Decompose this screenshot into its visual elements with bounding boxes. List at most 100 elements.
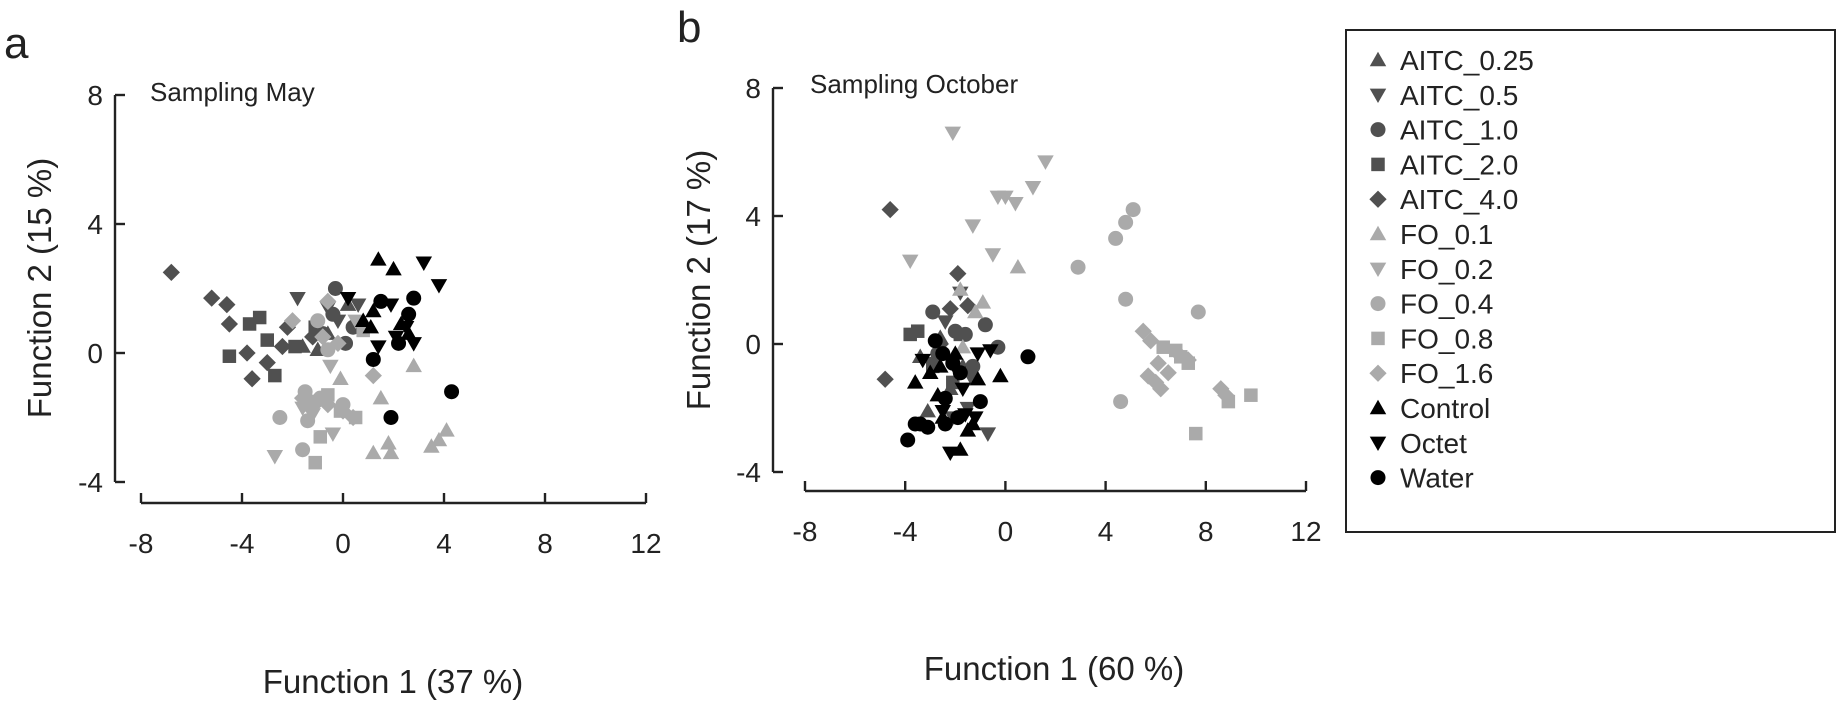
legend-item-fo-1-6: FO_1.6	[1369, 358, 1493, 389]
point-fo-0-4	[300, 413, 316, 429]
point-octet	[339, 291, 357, 307]
legend-item-water: Water	[1370, 463, 1474, 494]
point-water	[952, 365, 968, 381]
series-fo-1-6	[283, 292, 382, 427]
legend-marker-fo-0-1	[1369, 225, 1387, 241]
point-fo-0-2	[901, 254, 919, 270]
point-aitc-1-0	[327, 281, 343, 296]
point-octet	[954, 382, 972, 398]
point-fo-0-1	[438, 422, 455, 437]
point-fo-0-1	[372, 389, 390, 405]
legend-marker-aitc-0-5	[1369, 88, 1387, 104]
point-fo-0-4	[1113, 394, 1129, 410]
point-fo-1-6	[314, 328, 332, 346]
point-aitc-0-5	[349, 298, 367, 313]
y-tick-label: -4	[736, 457, 761, 488]
point-octet	[430, 279, 448, 294]
point-control	[354, 312, 372, 327]
point-aitc-1-0	[925, 304, 941, 320]
panel-b-y-ticks: -4 0 4 8	[736, 73, 783, 488]
point-water	[401, 306, 417, 322]
legend-item-aitc-4-0: AITC_4.0	[1369, 184, 1518, 215]
legend-marker-water	[1370, 470, 1386, 486]
legend-item-control: Control	[1369, 393, 1490, 424]
point-fo-0-2	[347, 314, 364, 329]
point-fo-0-1	[1009, 258, 1027, 274]
panel-b-x-label: Function 1 (60 %)	[924, 650, 1184, 687]
series-fo-0-1	[332, 357, 455, 460]
panel-b-title: Sampling October	[810, 69, 1018, 99]
panel-b-y-label: Function 2 (17 %)	[680, 150, 717, 410]
legend-label: Control	[1400, 393, 1490, 424]
series-water	[900, 333, 1036, 448]
legend-label: FO_0.1	[1400, 219, 1493, 250]
point-aitc-1-0	[325, 306, 341, 322]
point-fo-0-4	[1125, 202, 1141, 218]
point-aitc-2-0	[953, 327, 968, 342]
y-tick-label: 4	[87, 209, 103, 240]
x-tick-label: -4	[230, 528, 255, 559]
point-octet	[370, 340, 387, 355]
legend-item-fo-0-2: FO_0.2	[1369, 254, 1493, 285]
point-aitc-0-25	[919, 402, 936, 418]
series-fo-1-6	[1134, 322, 1235, 404]
panel-a-x-label: Function 1 (37 %)	[263, 663, 523, 700]
point-fo-0-4	[320, 342, 336, 358]
point-fo-0-2	[322, 359, 339, 375]
series-aitc-1-0	[315, 281, 361, 351]
point-water	[383, 410, 399, 425]
point-fo-0-8	[1156, 340, 1170, 354]
point-octet	[415, 256, 433, 271]
legend-label: AITC_2.0	[1400, 149, 1518, 180]
point-fo-1-6	[329, 334, 347, 352]
point-aitc-2-0	[268, 368, 282, 383]
point-fo-0-2	[944, 126, 962, 142]
point-fo-0-4	[1118, 214, 1134, 230]
point-fo-0-1	[380, 435, 397, 450]
series-water	[365, 290, 460, 425]
point-water	[1020, 349, 1036, 365]
legend-marker-fo-0-8	[1371, 331, 1385, 346]
point-control	[959, 422, 977, 437]
legend-marker-octet	[1369, 436, 1387, 452]
x-tick-label: 8	[537, 528, 553, 559]
legend-label: FO_0.4	[1400, 289, 1493, 320]
point-fo-0-4	[310, 313, 326, 329]
y-tick-label: -4	[78, 467, 103, 498]
legend-item-aitc-0-5: AITC_0.5	[1369, 80, 1518, 111]
point-aitc-4-0	[238, 344, 256, 362]
point-aitc-4-0	[304, 328, 322, 346]
point-aitc-0-5	[289, 291, 306, 307]
x-tick-label: 4	[1098, 516, 1114, 547]
point-fo-1-6	[1179, 351, 1197, 369]
point-aitc-4-0	[941, 300, 959, 318]
point-aitc-0-5	[979, 427, 997, 442]
point-fo-0-1	[382, 444, 400, 460]
point-aitc-4-0	[243, 370, 261, 388]
y-tick-label: 8	[745, 73, 761, 104]
y-tick-label: 4	[745, 201, 761, 232]
point-fo-0-1	[974, 294, 992, 309]
point-fo-0-1	[952, 281, 969, 296]
point-fo-0-2	[964, 219, 982, 234]
point-aitc-4-0	[203, 289, 221, 307]
point-fo-0-4	[272, 410, 288, 425]
series-fo-0-4	[1070, 202, 1206, 410]
panel-a-x-ticks: -8 -4 0 4 8 12	[129, 493, 662, 559]
series-aitc-4-0	[162, 263, 322, 388]
point-aitc-1-0	[965, 358, 981, 374]
point-aitc-4-0	[273, 337, 292, 356]
legend-marker-fo-0-2	[1369, 262, 1387, 278]
legend-marker-aitc-2-0	[1371, 157, 1385, 172]
point-fo-0-8	[321, 388, 335, 402]
point-water	[935, 346, 951, 362]
point-fo-0-1	[332, 370, 349, 385]
point-fo-0-4	[1070, 259, 1086, 275]
point-aitc-1-0	[977, 317, 993, 333]
point-fo-0-4	[1190, 304, 1206, 320]
panel-b-chart: b Sampling October -8 -4 0 4 8 12 -4 0 4 8 Funct…	[677, 3, 1322, 687]
x-tick-label: 12	[630, 528, 661, 559]
legend-marker-aitc-0-25	[1369, 51, 1387, 67]
point-fo-0-2	[1007, 197, 1024, 212]
